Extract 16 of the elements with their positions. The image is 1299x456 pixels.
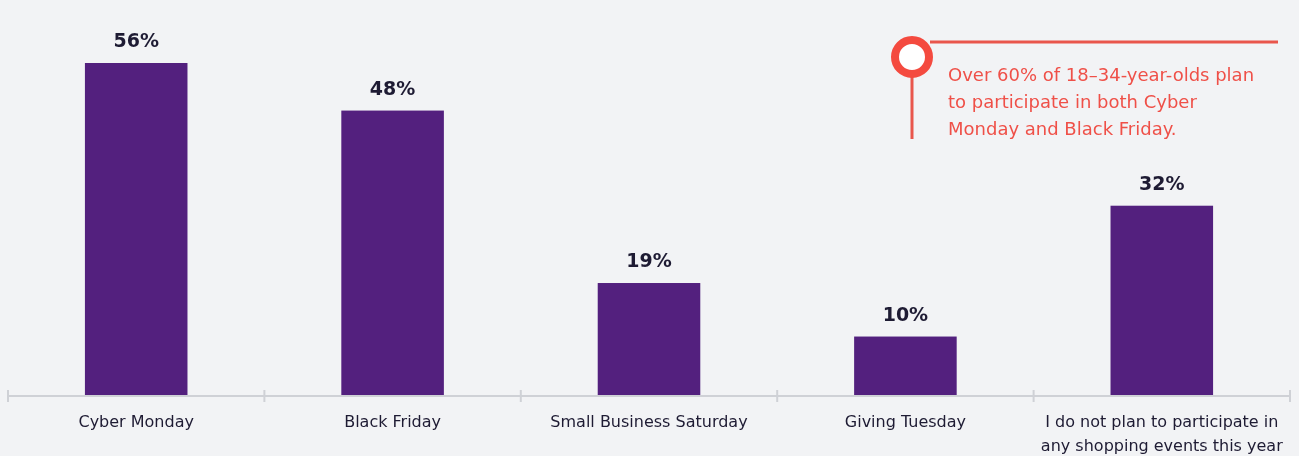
data-label: 56% (113, 29, 159, 51)
data-label: 32% (1139, 171, 1185, 194)
bar (1110, 205, 1214, 396)
data-label: 19% (626, 249, 672, 272)
x-tick-label: I do not plan to participate in any shopping events this year (1040, 412, 1284, 455)
x-tick-label: Giving Tuesday (844, 412, 967, 431)
x-tick-label: Small Business Saturday (550, 412, 748, 431)
bar (341, 110, 444, 396)
bar (84, 63, 188, 396)
data-label: 10% (882, 302, 929, 325)
x-tick-label: Black Friday (344, 412, 442, 431)
annotation: Over 60% of 18–34-year-olds plan to participate in both Cyber Monday and Black Friday. (948, 64, 1255, 139)
bar (854, 336, 957, 396)
x-tick-label: Cyber Monday (78, 412, 194, 431)
data-label: 48% (369, 76, 416, 99)
bar (597, 283, 701, 396)
